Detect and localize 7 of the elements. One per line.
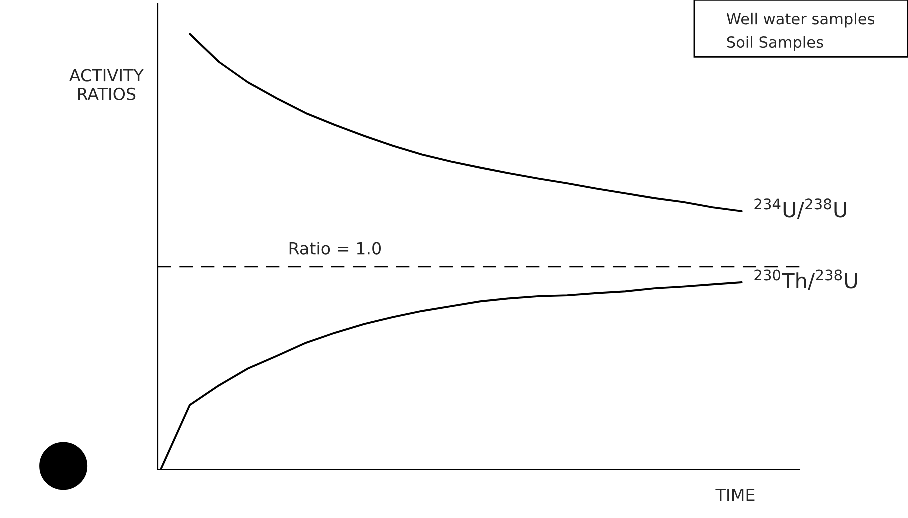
- text: Well water samples: [726, 12, 874, 28]
- x-axis-title: TIME: [716, 488, 755, 502]
- series-label: $^{230}$Th/$^{238}$U: [754, 270, 858, 290]
- y-axis-title: ACTIVITY RATIOS: [70, 69, 144, 100]
- annotation: Ratio = 1.0: [290, 242, 381, 255]
- annotation: Soil Samples: [727, 36, 824, 52]
- series-label: $^{234}$U/$^{238}$U: [754, 198, 846, 220]
